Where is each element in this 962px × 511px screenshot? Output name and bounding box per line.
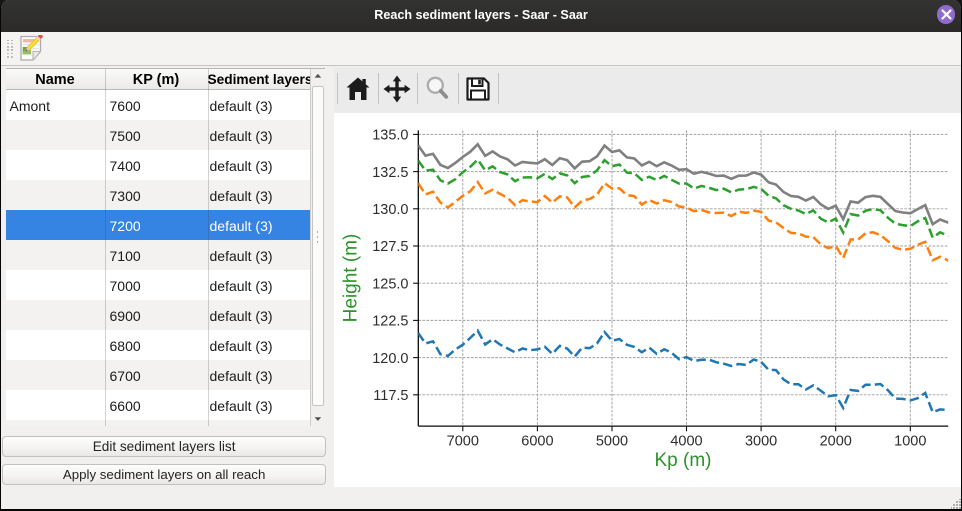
svg-text:4000: 4000 <box>670 434 702 450</box>
svg-text:122.5: 122.5 <box>372 314 408 330</box>
svg-text:2000: 2000 <box>820 434 852 450</box>
svg-text:5000: 5000 <box>596 434 628 450</box>
svg-text:135.0: 135.0 <box>372 128 408 144</box>
svg-text:Kp (m): Kp (m) <box>655 450 712 471</box>
svg-text:7000: 7000 <box>447 434 479 450</box>
svg-text:132.5: 132.5 <box>372 165 408 181</box>
svg-text:Height (m): Height (m) <box>341 234 362 323</box>
svg-text:125.0: 125.0 <box>372 276 408 292</box>
svg-text:6000: 6000 <box>521 434 553 450</box>
svg-text:3000: 3000 <box>745 434 777 450</box>
svg-text:120.0: 120.0 <box>372 351 408 367</box>
svg-text:117.5: 117.5 <box>373 388 408 404</box>
svg-text:1000: 1000 <box>894 434 926 450</box>
svg-text:127.5: 127.5 <box>372 239 408 255</box>
svg-text:130.0: 130.0 <box>372 202 408 218</box>
